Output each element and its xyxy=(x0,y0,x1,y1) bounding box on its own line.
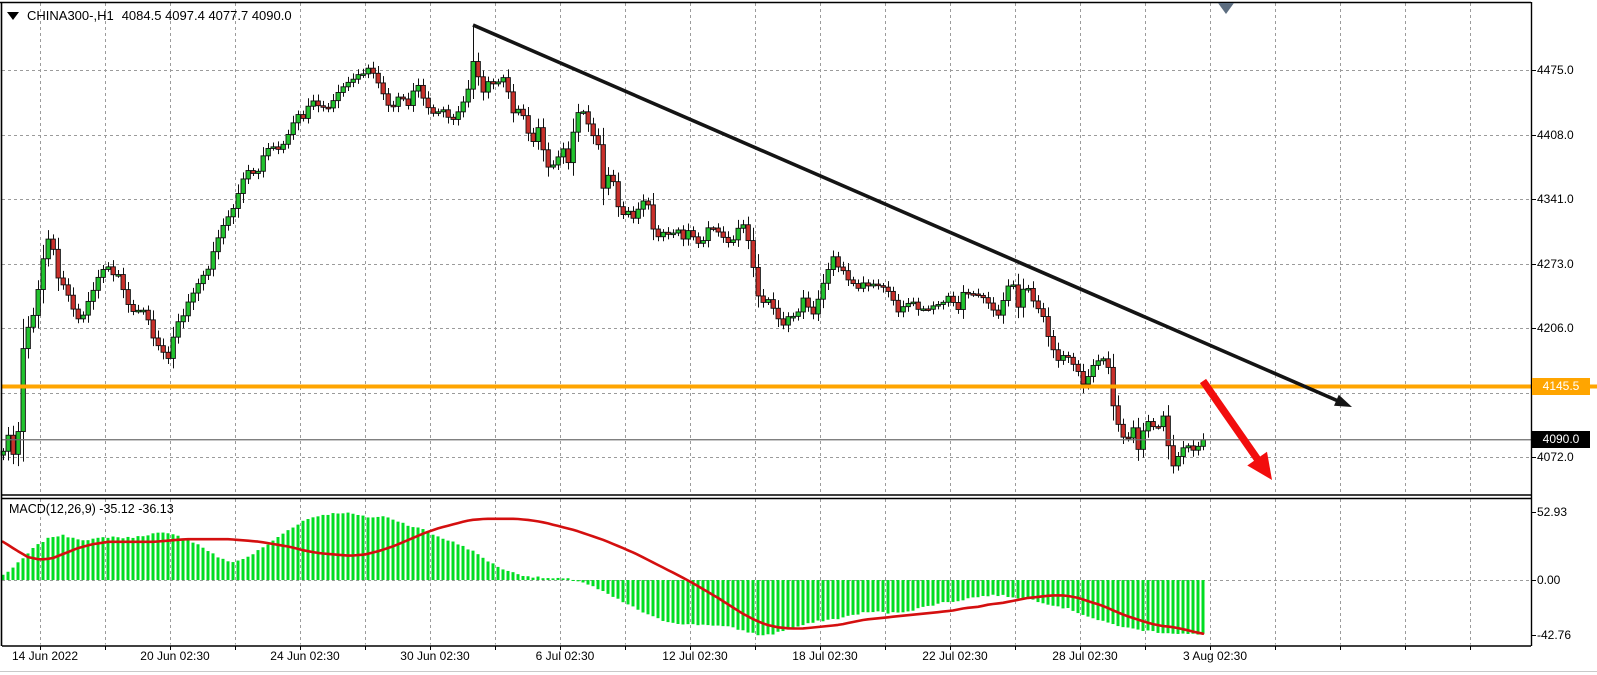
macd-indicator-label: MACD(12,26,9) -35.12 -36.13 xyxy=(9,502,174,516)
time-axis-label: 24 Jun 02:30 xyxy=(270,649,340,663)
time-axis-label: 30 Jun 02:30 xyxy=(400,649,470,663)
time-axis-label: 18 Jul 02:30 xyxy=(792,649,858,663)
time-axis-label: 28 Jul 02:30 xyxy=(1052,649,1118,663)
window-bottom-divider xyxy=(0,671,1597,672)
macd-signal-line xyxy=(1,517,1205,636)
chart-shift-marker-icon[interactable] xyxy=(1218,3,1234,14)
time-axis-label: 22 Jul 02:30 xyxy=(922,649,988,663)
chart-title: CHINA300-,H1 4084.5 4097.4 4077.7 4090.0 xyxy=(7,8,292,23)
breakdown-red-arrow xyxy=(1199,378,1272,480)
macd-axis-label: 52.93 xyxy=(1537,505,1568,520)
price-axis-label: 4072.0 xyxy=(1537,450,1574,465)
time-axis-label: 12 Jul 02:30 xyxy=(662,649,728,663)
gridlines xyxy=(2,3,1531,645)
symbol-dropdown-icon[interactable] xyxy=(7,11,19,20)
current-price-badge: 4090.0 xyxy=(1532,431,1590,449)
ohlc-values: 4084.5 4097.4 4077.7 4090.0 xyxy=(121,8,292,23)
time-axis-label: 6 Jul 02:30 xyxy=(535,649,595,663)
time-axis-label: 14 Jun 2022 xyxy=(11,649,79,663)
price-axis-label: 4273.0 xyxy=(1537,257,1574,272)
macd-axis-label: 0.00 xyxy=(1537,573,1561,588)
time-axis-label: 20 Jun 02:30 xyxy=(140,649,210,663)
panel-borders xyxy=(0,1,1536,650)
price-axis-label: 4408.0 xyxy=(1537,127,1574,142)
time-axis-label: 3 Aug 02:30 xyxy=(1182,649,1248,663)
price-axis-label: 4206.0 xyxy=(1537,321,1574,336)
symbol-timeframe-label: CHINA300-,H1 xyxy=(27,8,114,23)
price-axis-label: 4341.0 xyxy=(1537,191,1574,206)
annotations xyxy=(2,384,1597,441)
price-axis-label: 4475.0 xyxy=(1537,63,1574,78)
macd-histogram xyxy=(1,512,1205,636)
candlesticks xyxy=(0,26,1206,474)
macd-axis-label: -42.76 xyxy=(1537,627,1572,642)
downtrend-line-arrow xyxy=(472,23,1352,407)
resistance-price-badge: 4145.5 xyxy=(1532,378,1590,395)
